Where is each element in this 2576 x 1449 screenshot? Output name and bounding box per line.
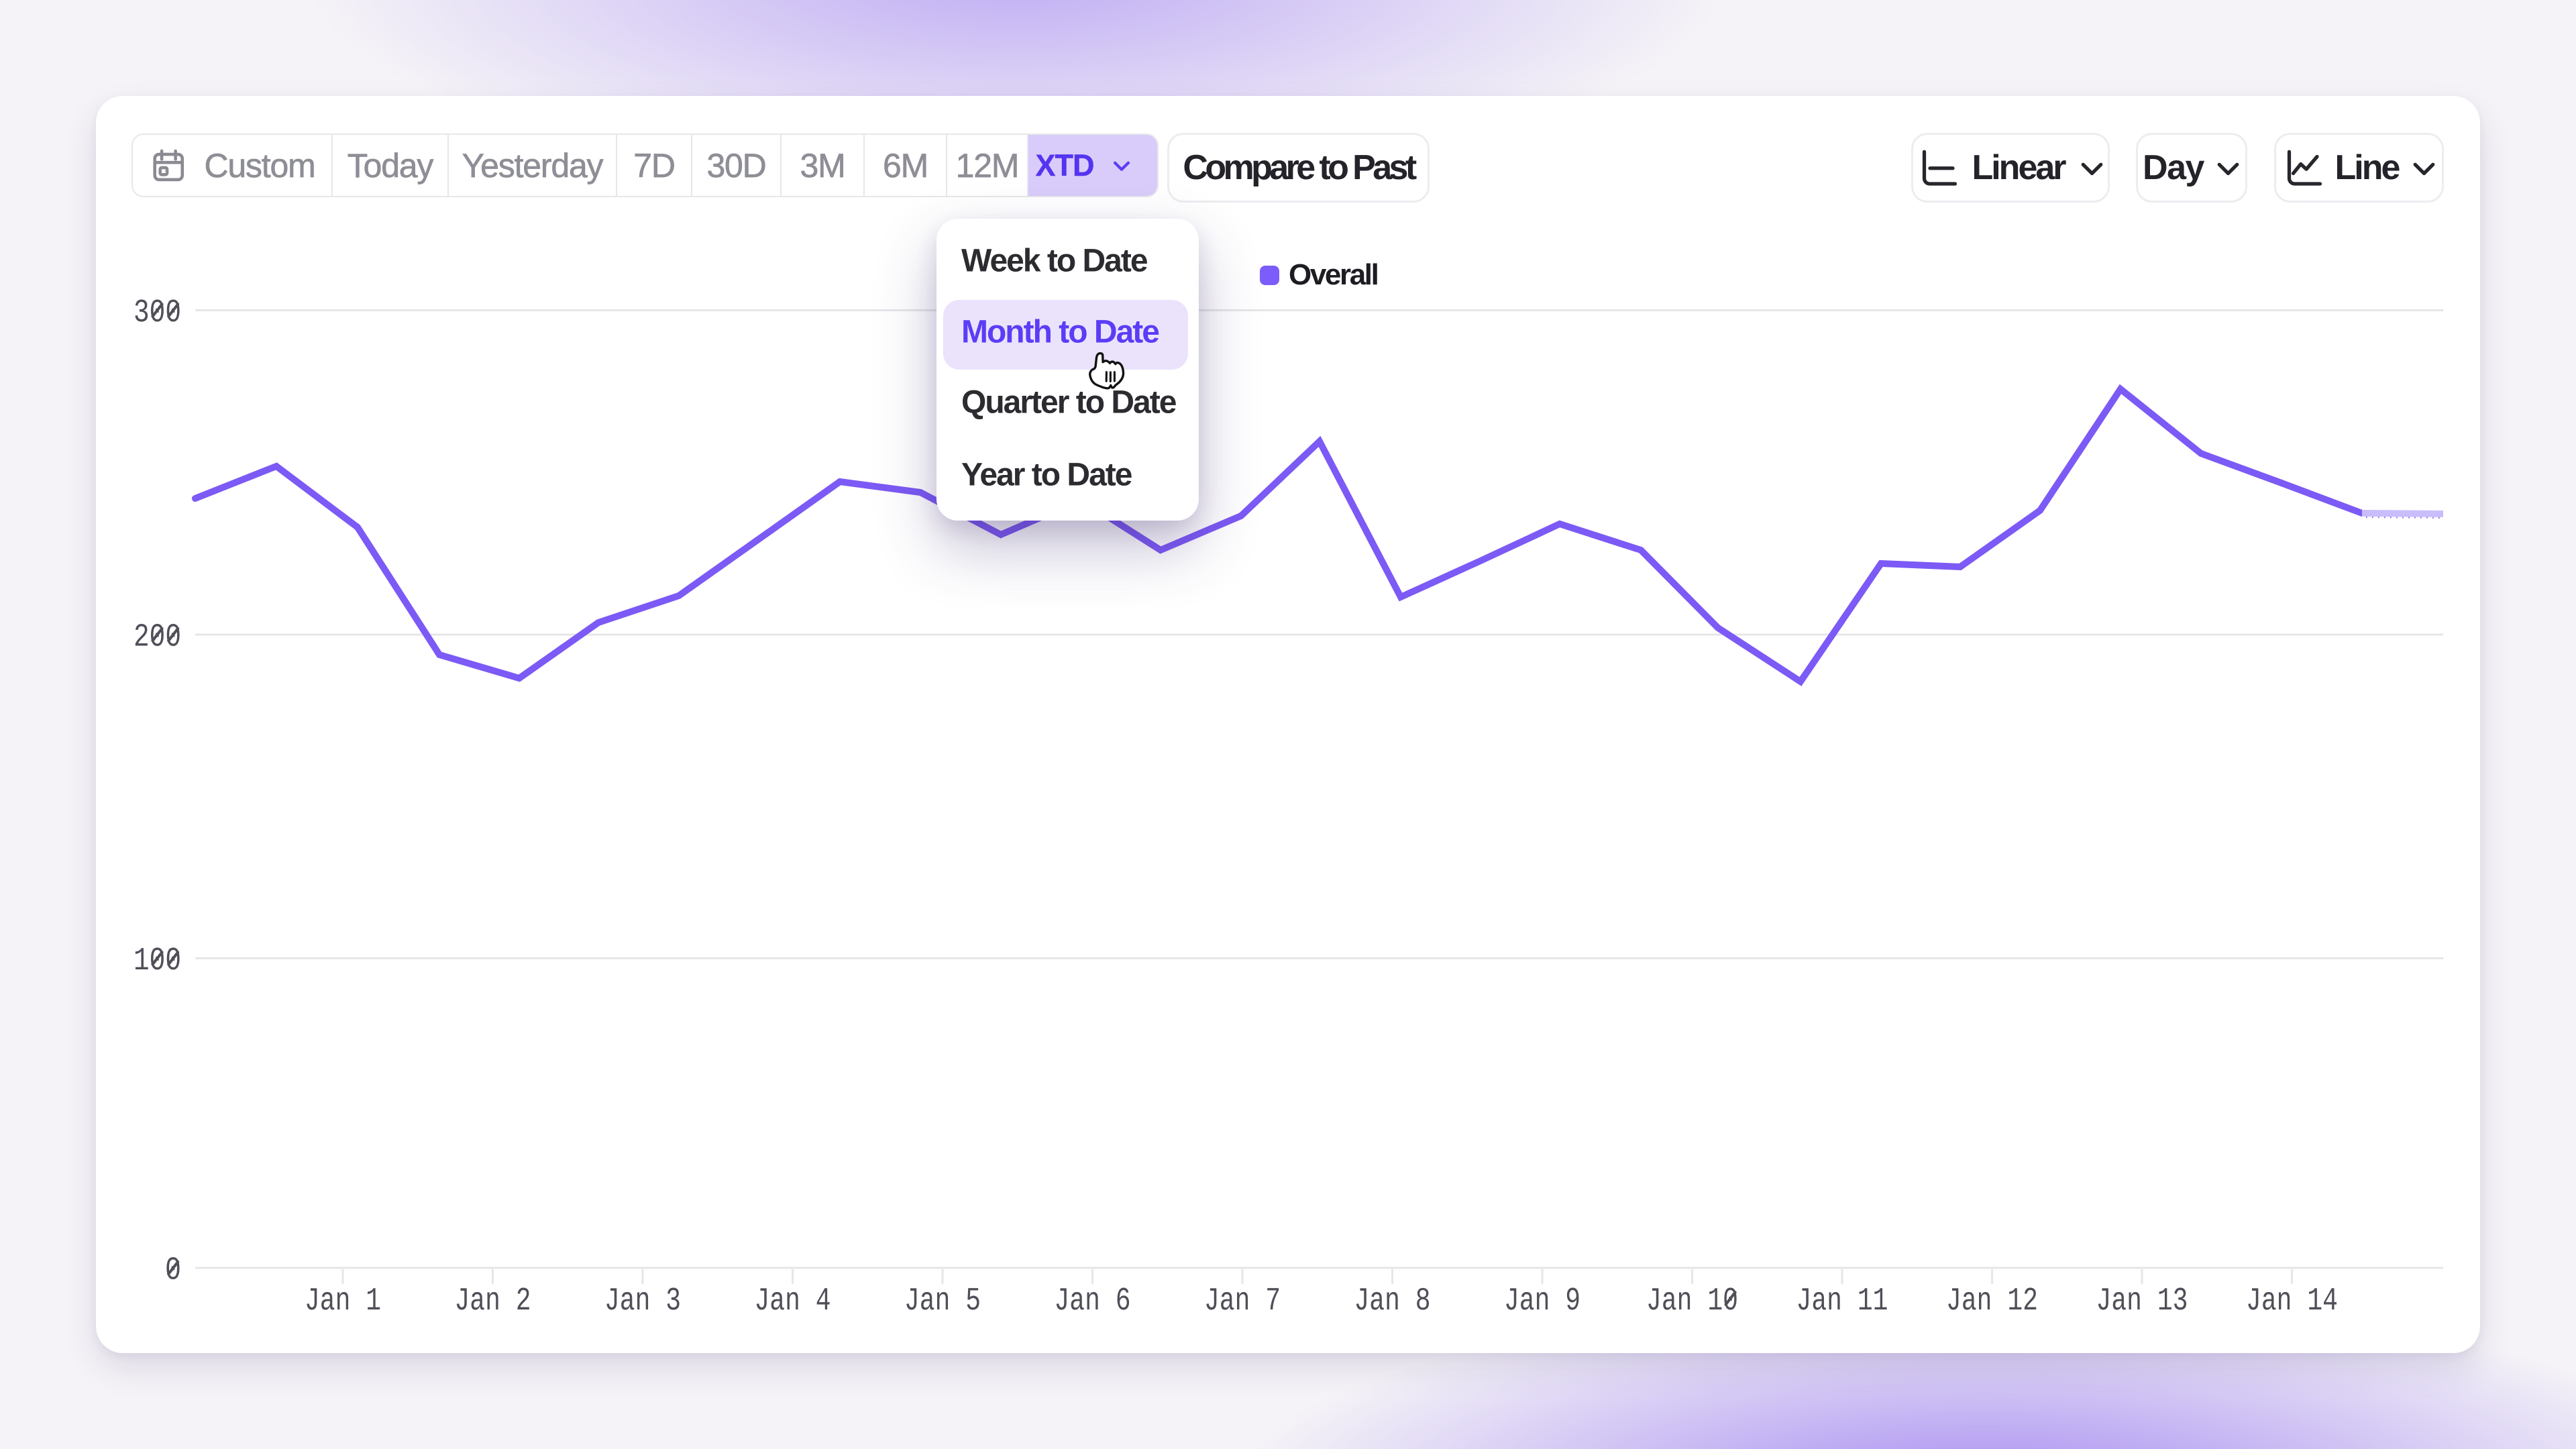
svg-text:Jan 13: Jan 13 [2096, 1283, 2188, 1320]
svg-text:0: 0 [165, 1253, 181, 1289]
svg-text:Jan 2: Jan 2 [455, 1283, 531, 1320]
svg-text:Jan 8: Jan 8 [1354, 1283, 1431, 1320]
svg-text:100: 100 [133, 943, 181, 979]
svg-text:Jan 1: Jan 1 [305, 1283, 381, 1320]
svg-text:Jan 3: Jan 3 [604, 1283, 681, 1320]
svg-text:300: 300 [133, 295, 181, 331]
svg-text:Jan 6: Jan 6 [1055, 1283, 1131, 1320]
svg-text:200: 200 [133, 620, 181, 656]
svg-text:Jan 9: Jan 9 [1504, 1283, 1580, 1320]
svg-text:Jan 5: Jan 5 [904, 1283, 981, 1320]
svg-text:Jan 11: Jan 11 [1796, 1283, 1888, 1320]
svg-text:Jan 10: Jan 10 [1646, 1283, 1738, 1320]
svg-text:Jan 14: Jan 14 [2246, 1283, 2338, 1320]
svg-text:Jan 4: Jan 4 [755, 1283, 831, 1320]
svg-text:Jan 7: Jan 7 [1204, 1283, 1281, 1320]
svg-text:Jan 12: Jan 12 [1946, 1283, 2038, 1320]
